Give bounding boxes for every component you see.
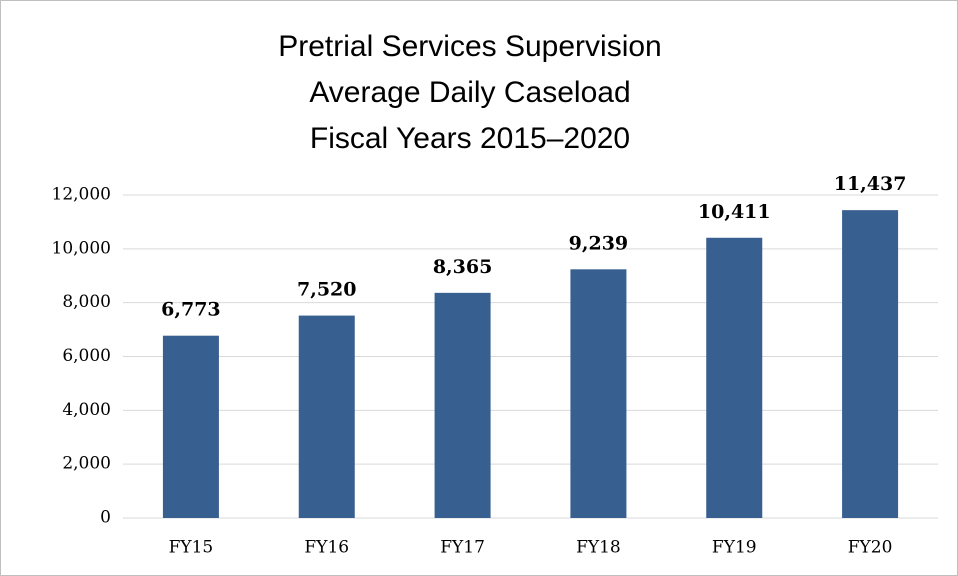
bar: [706, 237, 763, 519]
x-tick-label: FY20: [848, 538, 893, 558]
data-label: 9,239: [569, 232, 629, 254]
chart-title: Fiscal Years 2015–2020: [310, 122, 630, 155]
y-tick-label: 2,000: [62, 454, 111, 474]
y-tick-label: 8,000: [62, 292, 111, 312]
x-tick-label: FY16: [304, 538, 349, 558]
chart-title: Pretrial Services Supervision: [278, 30, 661, 63]
data-label: 8,365: [433, 256, 493, 278]
bar: [162, 335, 219, 518]
y-tick-label: 6,000: [62, 346, 111, 366]
y-tick-label: 10,000: [52, 238, 111, 258]
x-tick-label: FY15: [169, 538, 214, 558]
x-tick-label: FY18: [576, 538, 621, 558]
x-tick-label: FY17: [440, 538, 485, 558]
bar: [298, 315, 355, 518]
data-label: 7,520: [297, 279, 357, 301]
data-label: 10,411: [698, 201, 771, 223]
y-tick-label: 0: [100, 508, 111, 528]
y-tick-label: 12,000: [52, 185, 111, 205]
bar: [570, 269, 627, 518]
bar: [842, 210, 899, 518]
x-tick-label: FY19: [712, 538, 757, 558]
data-label: 6,773: [161, 299, 221, 321]
y-tick-label: 4,000: [62, 400, 111, 420]
data-label: 11,437: [834, 173, 907, 195]
bar: [434, 292, 491, 518]
chart-title: Average Daily Caseload: [309, 76, 630, 109]
